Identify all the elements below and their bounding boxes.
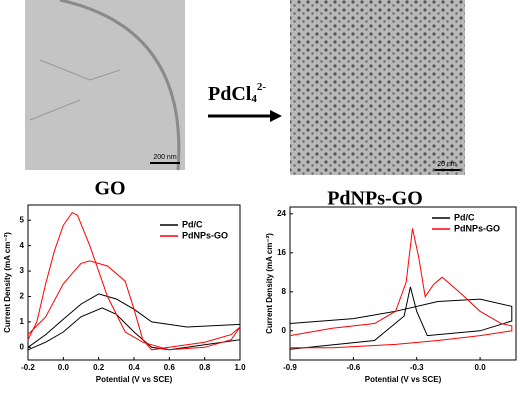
tem-edge <box>59 0 181 171</box>
cv-curve <box>27 211 241 351</box>
x-tick-label: -0.3 <box>410 363 424 372</box>
scale-label: 20 nm <box>437 161 457 168</box>
tem-wrinkle <box>29 59 121 121</box>
tem-image-pdnps <box>290 0 465 175</box>
reagent-sup: 2- <box>257 81 267 93</box>
y-axis-label: Current Density (mA cm⁻²) <box>265 233 274 334</box>
y-tick-label: 16 <box>277 248 286 257</box>
x-tick-label: -0.2 <box>21 363 35 372</box>
y-tick-label: 8 <box>282 287 287 296</box>
cv-curve <box>289 228 513 349</box>
x-axis-label: Potential (V vs SCE) <box>365 375 442 384</box>
image-label: PdNPs-GO <box>327 188 423 210</box>
y-tick-label: 0 <box>282 326 287 335</box>
scale-label: 200 nm <box>153 154 177 161</box>
x-tick-label: 0.6 <box>164 363 176 372</box>
x-tick-label: -0.6 <box>346 363 360 372</box>
x-tick-label: 0.2 <box>93 363 105 372</box>
x-tick-label: 0.8 <box>199 363 211 372</box>
x-tick-label: 1.0 <box>234 363 246 372</box>
legend-label: PdNPs-GO <box>454 223 500 233</box>
plot-frame <box>289 206 517 361</box>
y-tick-label: 5 <box>20 215 25 224</box>
x-tick-label: 0.0 <box>58 363 70 372</box>
cv-curve <box>289 286 513 350</box>
y-tick-label: 3 <box>20 266 25 275</box>
x-tick-label: 0.4 <box>128 363 140 372</box>
x-axis-label: Potential (V vs SCE) <box>96 375 173 384</box>
x-tick-label: 0.0 <box>475 363 487 372</box>
reagent-sub: 4 <box>251 93 257 105</box>
legend-label: PdNPs-GO <box>182 230 228 240</box>
x-tick-label: -0.9 <box>283 363 297 372</box>
cv-curve <box>27 293 241 351</box>
y-axis-label: Current Density (mA cm⁻²) <box>3 232 12 333</box>
reagent: PdCl42- <box>208 81 266 105</box>
arrow-head <box>270 110 282 122</box>
y-tick-label: 24 <box>277 209 286 218</box>
image-label: GO <box>94 178 125 200</box>
tem-image-go <box>25 0 185 170</box>
legend-label: Pd/C <box>454 212 475 222</box>
legend-label: Pd/C <box>182 219 203 229</box>
reagent-base: PdCl <box>208 83 252 105</box>
y-tick-label: 4 <box>20 241 25 250</box>
y-tick-label: 2 <box>20 292 25 301</box>
y-tick-label: 0 <box>20 342 25 351</box>
y-tick-label: 1 <box>20 317 25 326</box>
